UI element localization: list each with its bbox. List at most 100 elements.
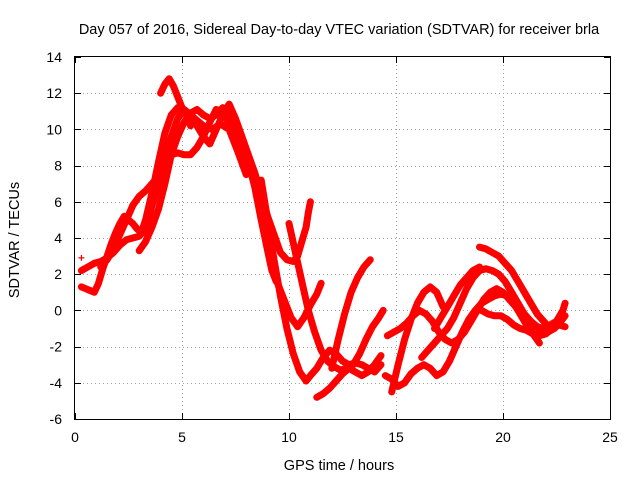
data-point (155, 206, 162, 213)
data-point (313, 291, 320, 298)
data-point (345, 365, 352, 372)
data-point (326, 347, 333, 354)
data-point (461, 329, 468, 336)
data-point (179, 104, 185, 111)
x-tick-label: 25 (602, 429, 618, 445)
axis-ticks: 0 5 10 15 20 25 -6 -4 -2 0 2 4 6 8 10 12 14 (46, 49, 618, 445)
data-point (540, 318, 547, 325)
data-point (232, 126, 239, 133)
data-point (549, 325, 556, 332)
data-point (476, 263, 483, 270)
data-point (174, 115, 181, 122)
data-point (358, 361, 365, 368)
data-point (493, 285, 500, 292)
data-point (502, 260, 509, 267)
data-point (437, 314, 444, 321)
data-point (534, 311, 541, 318)
data-point (504, 316, 511, 323)
data-point (174, 93, 181, 100)
data-point (288, 314, 295, 321)
data-point (427, 283, 434, 290)
y-tick-label: 0 (54, 302, 62, 318)
data-point (463, 274, 470, 281)
data-point (181, 151, 188, 158)
data-point (450, 314, 457, 321)
data-point (326, 385, 333, 392)
data-point (155, 173, 162, 180)
data-point (243, 155, 250, 162)
data-point (213, 111, 220, 118)
data-point (298, 278, 305, 285)
data-point (129, 202, 136, 209)
data-point (187, 122, 194, 129)
data-point (187, 151, 194, 158)
x-axis-label: GPS time / hours (284, 458, 394, 474)
data-point (562, 300, 569, 307)
series-arc-14 (431, 263, 483, 332)
data-point (258, 177, 265, 184)
data-point (161, 180, 168, 187)
data-point (470, 267, 477, 274)
data-point (382, 372, 389, 379)
data-point (149, 180, 156, 187)
data-point (354, 274, 361, 281)
series-arc-17 (78, 254, 85, 261)
data-point (476, 244, 483, 251)
data-point (534, 323, 541, 330)
data-point (149, 202, 156, 209)
data-point (181, 119, 188, 126)
x-tick-label: 20 (495, 429, 511, 445)
data-point (174, 149, 181, 156)
data-point (187, 110, 194, 117)
x-tick-label: 15 (388, 429, 404, 445)
data-point (369, 323, 376, 330)
data-point (536, 339, 543, 346)
y-tick-label: 14 (46, 49, 62, 65)
data-point (555, 321, 562, 328)
series-arc-16 (478, 306, 569, 340)
data-point (168, 133, 175, 140)
data-point (78, 283, 85, 290)
data-point (193, 144, 200, 151)
x-tick-label: 0 (71, 429, 79, 445)
data-point (455, 336, 462, 343)
data-point (463, 285, 470, 292)
data-point (311, 329, 318, 336)
data-point (495, 253, 502, 260)
data-point (328, 365, 335, 372)
data-point (444, 325, 451, 332)
data-point (200, 133, 207, 140)
data-point (95, 280, 102, 287)
data-point (256, 198, 263, 205)
series-arc-5 (135, 104, 325, 331)
data-point (318, 347, 325, 354)
data-point (510, 321, 517, 328)
data-point (78, 254, 85, 261)
plot-frame (74, 56, 611, 420)
data-point (489, 267, 496, 274)
data-point (448, 339, 455, 346)
data-point (500, 289, 506, 296)
data-point (296, 368, 303, 375)
data-point (497, 312, 504, 319)
data-point (313, 394, 320, 401)
data-point (437, 332, 444, 339)
data-point (249, 166, 256, 173)
data-point (84, 263, 91, 270)
data-point (292, 249, 299, 256)
y-tick-label: -6 (50, 411, 63, 427)
data-point (161, 155, 168, 162)
data-point (444, 303, 451, 310)
data-point (542, 330, 549, 337)
data-point (401, 379, 408, 386)
data-point (478, 307, 485, 314)
series-line (157, 75, 195, 130)
data-point (562, 323, 569, 330)
data-point (401, 336, 408, 343)
data-point (283, 256, 290, 263)
data-point (559, 307, 566, 314)
data-point (367, 256, 374, 263)
data-point (91, 260, 98, 267)
x-tick-label: 5 (178, 429, 186, 445)
data-point (414, 300, 421, 307)
